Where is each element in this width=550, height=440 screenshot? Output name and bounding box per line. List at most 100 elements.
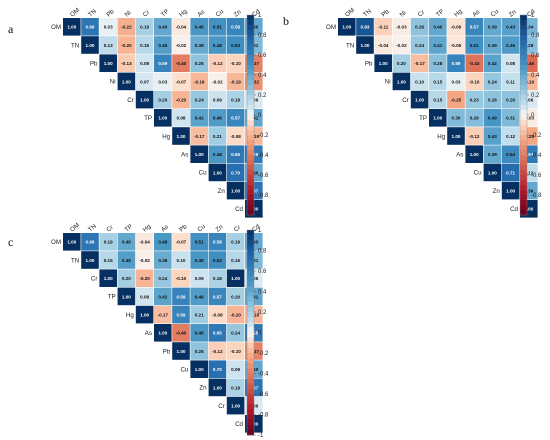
heatmap-cell — [172, 233, 190, 251]
heatmap-cell — [190, 287, 208, 306]
colorbar-segment — [520, 190, 527, 196]
colorbar-segment — [247, 130, 254, 136]
colorbar-segment — [520, 15, 527, 21]
colorbar-segment — [247, 85, 254, 91]
cell-value: -0.17 — [414, 61, 425, 66]
row-label: Cu — [180, 367, 188, 374]
cell-value: -0.10 — [176, 276, 187, 281]
colorbar-segment — [247, 414, 254, 421]
cell-value: 1.00 — [67, 25, 76, 30]
cell-value: 0.08 — [140, 61, 149, 66]
heatmap-cell — [172, 324, 190, 342]
heatmap-cell — [172, 127, 190, 145]
cell-value: 1.00 — [231, 404, 240, 409]
colorbar-segment — [520, 70, 527, 76]
cell-value: 0.38 — [195, 43, 204, 48]
column-label: Hg — [178, 8, 189, 19]
cell-value: -0.46 — [524, 61, 535, 66]
cell-value: 1.00 — [67, 240, 76, 245]
cell-value: 0.49 — [488, 116, 497, 121]
colorbar-tick-label: -0.6 — [258, 392, 269, 398]
heatmap-cell — [501, 36, 520, 54]
cell-value: 0.39 — [488, 152, 497, 157]
heatmap-cell — [447, 54, 465, 72]
colorbar-segment — [520, 210, 527, 216]
colorbar-tick-label: -0.8 — [258, 193, 269, 199]
colorbar-segment — [247, 409, 254, 415]
colorbar-tick-label: 0.2 — [258, 93, 267, 99]
cell-value: 0.07 — [140, 79, 149, 84]
colorbar-tick-label: -0.4 — [531, 153, 542, 159]
column-label: Ni — [123, 9, 132, 18]
cell-value: 1.00 — [470, 152, 479, 157]
row-label: Pb — [90, 61, 98, 68]
row-label: TN — [71, 42, 79, 49]
colorbar-segment — [247, 347, 254, 354]
colorbar-segment — [247, 135, 254, 141]
cell-value: 0.39 — [488, 25, 497, 30]
heatmap-cell — [190, 233, 208, 251]
cell-value: 1.00 — [397, 79, 406, 84]
heatmap-cell — [154, 251, 172, 269]
cell-value: 1.00 — [158, 331, 167, 336]
heatmap-cell — [447, 127, 465, 145]
heatmap-cell — [190, 269, 208, 287]
colorbar-segment — [247, 353, 254, 359]
colorbar-segment — [247, 110, 254, 116]
row-label: Ni — [110, 79, 116, 86]
cell-value: 0.59 — [158, 61, 167, 66]
heatmap-cell — [154, 233, 172, 251]
cell-value: -0.17 — [158, 313, 169, 318]
cell-value: 0.57 — [470, 25, 479, 30]
colorbar-tick-label: 1 — [258, 13, 262, 19]
colorbar-segment — [247, 301, 254, 308]
cell-value: -0.04 — [139, 240, 150, 245]
panel-label: c — [8, 235, 13, 249]
cell-value: 0.46 — [213, 116, 222, 121]
colorbar-segment — [247, 394, 254, 400]
row-label: Hg — [126, 312, 134, 319]
row-label: Pb — [163, 348, 171, 355]
cell-value: 0.19 — [231, 240, 240, 245]
colorbar-segment — [247, 185, 254, 191]
heatmap-cell — [190, 324, 208, 342]
colorbar-segment — [520, 110, 527, 116]
colorbar-segment — [247, 60, 254, 66]
column-label: TN — [87, 8, 98, 19]
cell-value: 0.10 — [415, 79, 424, 84]
column-label: Cu — [214, 8, 225, 19]
cell-value: 0.18 — [231, 385, 240, 390]
row-label: Cr — [91, 276, 98, 283]
cell-value: 0.71 — [506, 170, 515, 175]
colorbar-tick-label: 0 — [258, 331, 262, 337]
colorbar-segment — [247, 50, 254, 56]
column-label: Ni — [398, 9, 407, 18]
cell-value: 0.65 — [213, 331, 222, 336]
colorbar-segment — [520, 80, 527, 86]
heatmap-cell — [154, 72, 172, 91]
cell-value: 0.26 — [195, 349, 204, 354]
colorbar-segment — [520, 125, 527, 131]
cell-value: 1.00 — [213, 170, 222, 175]
cell-value: 1.00 — [122, 79, 131, 84]
cell-value: 1.00 — [488, 170, 497, 175]
heatmap-cell — [135, 36, 154, 54]
colorbar-segment — [247, 419, 254, 426]
heatmap-cell — [190, 90, 208, 109]
colorbar-segment — [520, 65, 527, 71]
heatmap-cell — [501, 18, 520, 36]
heatmap-cell — [172, 54, 190, 72]
colorbar-segment — [247, 404, 254, 410]
cell-value: -0.03 — [396, 25, 407, 30]
colorbar-tick-label: 1 — [531, 13, 535, 19]
colorbar-segment — [247, 100, 254, 106]
cell-value: 0.26 — [415, 25, 424, 30]
cell-value: 0.18 — [213, 276, 222, 281]
heatmap-cell — [374, 36, 392, 54]
heatmap-cell — [226, 378, 245, 397]
colorbar-segment — [520, 135, 527, 141]
colorbar-segment — [247, 45, 254, 51]
row-label: OM — [51, 239, 61, 246]
colorbar-segment — [247, 160, 254, 166]
cell-value: -0.02 — [212, 79, 223, 84]
